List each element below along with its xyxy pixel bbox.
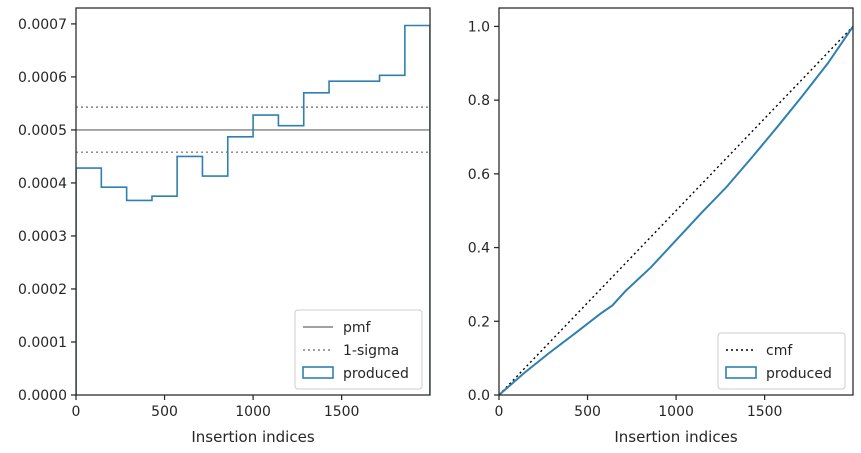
legend-handle-produced bbox=[302, 366, 334, 379]
legend: cmf produced bbox=[717, 332, 846, 390]
y-tick-label: 0.0000 bbox=[18, 388, 67, 404]
x-tick-label: 1500 bbox=[747, 404, 783, 420]
legend-label-1-sigma: 1-sigma bbox=[343, 343, 399, 359]
legend-label-cmf: cmf bbox=[766, 343, 793, 359]
x-axis-label: Insertion indices bbox=[614, 428, 737, 446]
y-tick-label: 0.6 bbox=[468, 167, 490, 183]
right-panel-cmf: 0 500 1000 1500 0.0 0.2 0.4 0.6 0.8 1.0 Insertion … bbox=[468, 7, 854, 446]
x-axis-label: Insertion indices bbox=[191, 428, 314, 446]
x-tick-label: 500 bbox=[574, 404, 601, 420]
x-tick-label: 0 bbox=[495, 404, 504, 420]
y-tick-label: 0.0006 bbox=[18, 70, 67, 86]
y-tick-label: 0.0004 bbox=[18, 176, 67, 192]
legend: pmf 1-sigma produced bbox=[294, 309, 423, 390]
y-tick-label: 0.0001 bbox=[18, 335, 67, 351]
plot-area bbox=[76, 24, 430, 395]
x-tick-label: 0 bbox=[72, 404, 81, 420]
legend-handle-produced bbox=[725, 366, 757, 379]
x-tick-label: 1500 bbox=[324, 404, 360, 420]
legend-box bbox=[717, 332, 846, 390]
legend-label-produced: produced bbox=[343, 366, 409, 382]
legend-box bbox=[294, 309, 423, 390]
y-tick-label: 0.0007 bbox=[18, 17, 67, 33]
legend-label-produced: produced bbox=[766, 366, 832, 382]
y-tick-label: 1.0 bbox=[468, 19, 490, 35]
x-tick-label: 1000 bbox=[658, 404, 694, 420]
y-tick-label: 0.2 bbox=[468, 314, 490, 330]
plot-area bbox=[499, 25, 853, 395]
y-tick-label: 0.0 bbox=[468, 388, 490, 404]
produced-histogram-step bbox=[76, 24, 430, 395]
y-tick-label: 0.0003 bbox=[18, 229, 67, 245]
y-tick-label: 0.4 bbox=[468, 241, 490, 257]
legend-label-pmf: pmf bbox=[343, 320, 372, 336]
x-tick-label: 500 bbox=[151, 404, 178, 420]
produced-cumulative-curve bbox=[499, 25, 853, 395]
cmf-line bbox=[499, 25, 853, 395]
left-panel-pmf: 0 500 1000 1500 0.0000 0.0001 0.0002 0.0003 0.00… bbox=[18, 7, 431, 446]
x-tick-label: 1000 bbox=[235, 404, 271, 420]
y-tick-label: 0.0002 bbox=[18, 282, 67, 298]
y-tick-label: 0.8 bbox=[468, 93, 490, 109]
y-tick-label: 0.0005 bbox=[18, 123, 67, 139]
